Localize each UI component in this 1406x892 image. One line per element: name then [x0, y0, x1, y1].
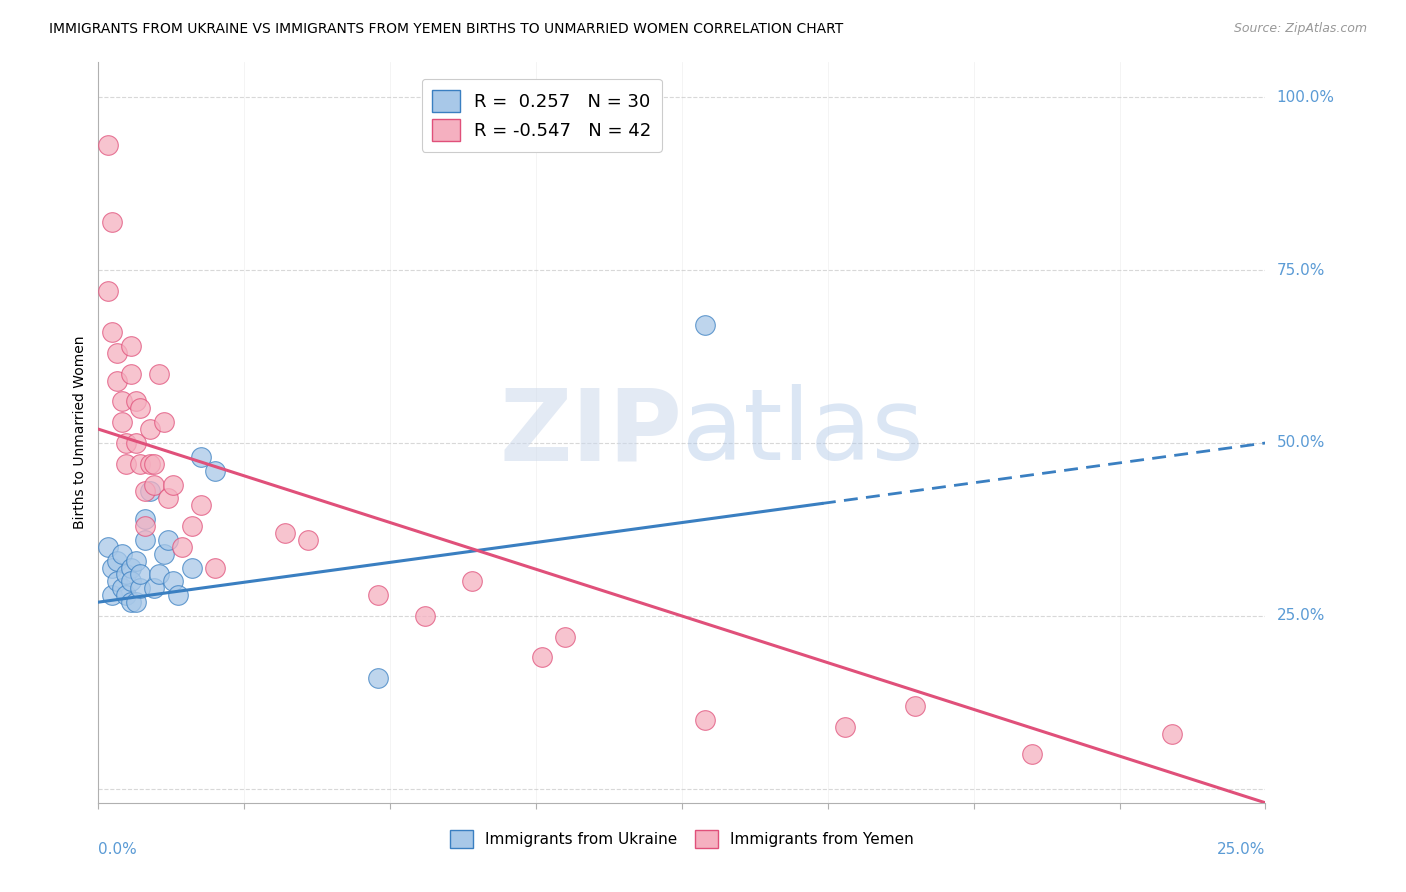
Point	[152, 547, 174, 561]
Point	[904, 698, 927, 713]
Point	[111, 394, 134, 409]
Point	[129, 401, 152, 416]
Point	[695, 713, 717, 727]
Text: 75.0%: 75.0%	[1277, 262, 1324, 277]
Point	[204, 560, 226, 574]
Text: 25.0%: 25.0%	[1277, 608, 1324, 624]
Point	[134, 519, 156, 533]
Point	[274, 525, 297, 540]
Point	[695, 318, 717, 333]
Point	[120, 367, 142, 381]
Point	[125, 436, 148, 450]
Point	[120, 574, 142, 589]
Point	[115, 567, 138, 582]
Point	[111, 547, 134, 561]
Point	[204, 464, 226, 478]
Point	[120, 339, 142, 353]
Point	[148, 367, 170, 381]
Text: 50.0%: 50.0%	[1277, 435, 1324, 450]
Point	[97, 138, 120, 153]
Point	[111, 415, 134, 429]
Point	[152, 415, 174, 429]
Point	[111, 582, 134, 596]
Point	[139, 457, 162, 471]
Point	[120, 560, 142, 574]
Point	[97, 284, 120, 298]
Point	[190, 450, 212, 464]
Point	[101, 326, 124, 340]
Point	[105, 574, 128, 589]
Legend: Immigrants from Ukraine, Immigrants from Yemen: Immigrants from Ukraine, Immigrants from…	[443, 823, 921, 855]
Point	[162, 477, 184, 491]
Text: 0.0%: 0.0%	[98, 842, 138, 856]
Text: 100.0%: 100.0%	[1277, 89, 1334, 104]
Text: ZIP: ZIP	[499, 384, 682, 481]
Text: atlas: atlas	[682, 384, 924, 481]
Point	[367, 671, 389, 685]
Point	[97, 540, 120, 554]
Point	[129, 567, 152, 582]
Y-axis label: Births to Unmarried Women: Births to Unmarried Women	[73, 336, 87, 529]
Text: Source: ZipAtlas.com: Source: ZipAtlas.com	[1233, 22, 1367, 36]
Point	[367, 588, 389, 602]
Text: 25.0%: 25.0%	[1218, 842, 1265, 856]
Point	[115, 457, 138, 471]
Point	[297, 533, 319, 547]
Point	[134, 484, 156, 499]
Point	[530, 650, 553, 665]
Point	[115, 588, 138, 602]
Point	[101, 560, 124, 574]
Point	[115, 436, 138, 450]
Point	[461, 574, 484, 589]
Point	[143, 457, 166, 471]
Point	[125, 554, 148, 568]
Point	[105, 346, 128, 360]
Point	[125, 595, 148, 609]
Point	[148, 567, 170, 582]
Point	[166, 588, 188, 602]
Text: IMMIGRANTS FROM UKRAINE VS IMMIGRANTS FROM YEMEN BIRTHS TO UNMARRIED WOMEN CORRE: IMMIGRANTS FROM UKRAINE VS IMMIGRANTS FR…	[49, 22, 844, 37]
Point	[1161, 726, 1184, 740]
Point	[834, 720, 856, 734]
Point	[162, 574, 184, 589]
Point	[134, 533, 156, 547]
Point	[139, 422, 162, 436]
Point	[143, 582, 166, 596]
Point	[143, 477, 166, 491]
Point	[554, 630, 576, 644]
Point	[105, 554, 128, 568]
Point	[172, 540, 194, 554]
Point	[157, 491, 180, 506]
Point	[129, 582, 152, 596]
Point	[134, 512, 156, 526]
Point	[129, 457, 152, 471]
Point	[125, 394, 148, 409]
Point	[105, 374, 128, 388]
Point	[157, 533, 180, 547]
Point	[1021, 747, 1043, 762]
Point	[180, 519, 202, 533]
Point	[101, 588, 124, 602]
Point	[413, 609, 436, 624]
Point	[120, 595, 142, 609]
Point	[101, 214, 124, 228]
Point	[180, 560, 202, 574]
Point	[190, 498, 212, 512]
Point	[139, 484, 162, 499]
